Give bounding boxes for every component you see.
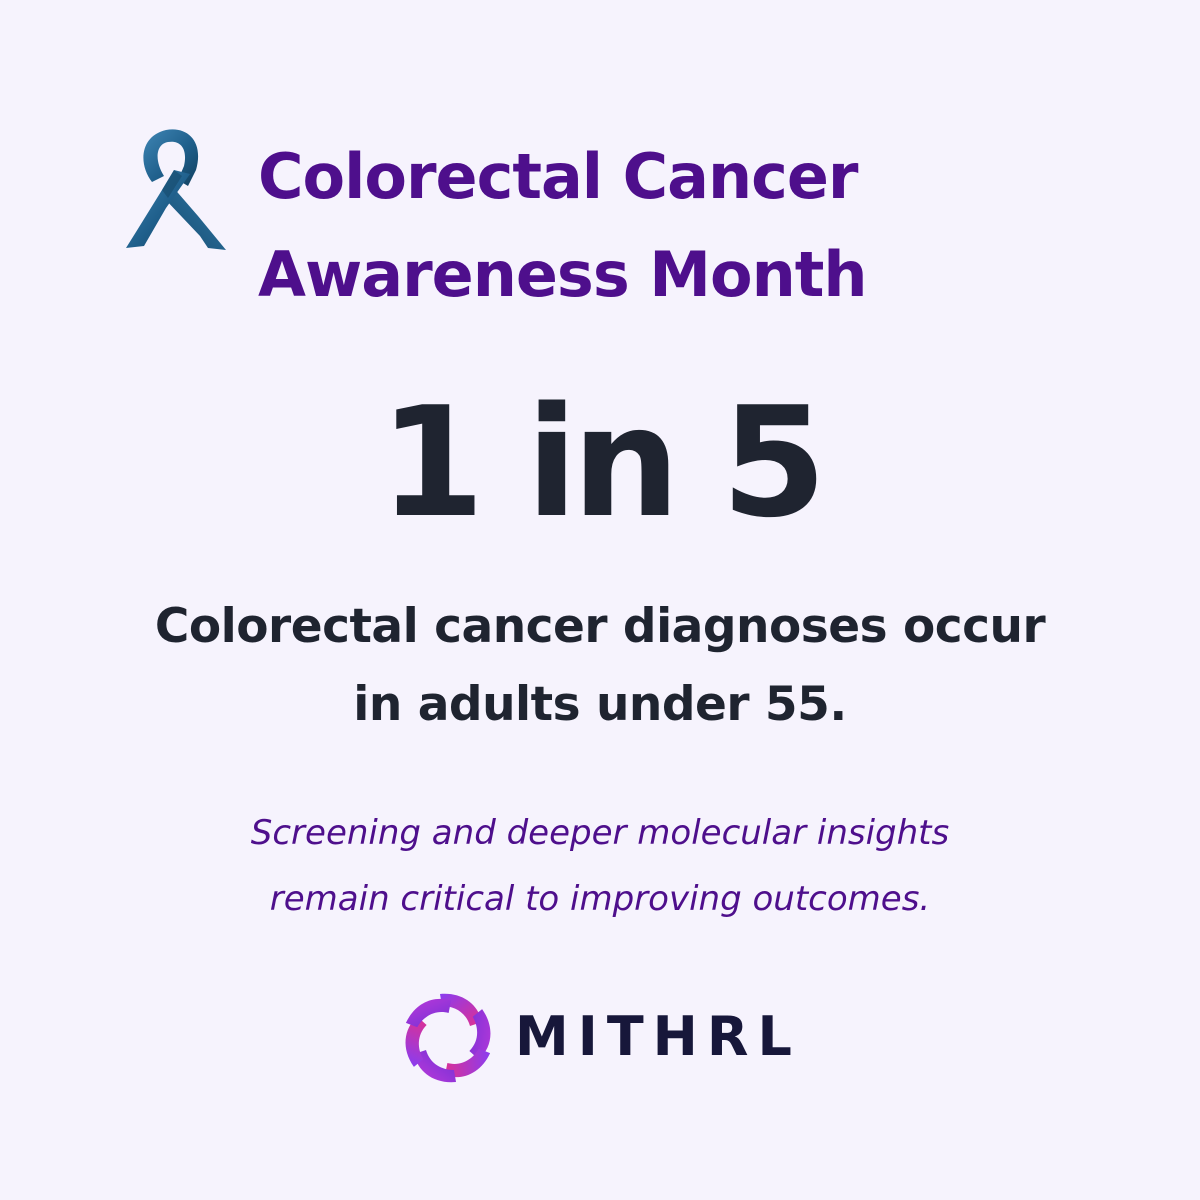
supporting-note: Screening and deeper molecular insights … bbox=[0, 800, 1200, 932]
statistic-description: Colorectal cancer diagnoses occur in adu… bbox=[0, 588, 1200, 744]
page-title: Colorectal Cancer Awareness Month bbox=[258, 128, 1018, 324]
title-line-2: Awareness Month bbox=[258, 238, 868, 311]
statistic-value: 1 in 5 bbox=[379, 374, 827, 551]
note-line-1: Screening and deeper molecular insights bbox=[250, 813, 950, 853]
title-line-1: Colorectal Cancer bbox=[258, 140, 859, 213]
description-line-2: in adults under 55. bbox=[353, 677, 847, 732]
description-line-1: Colorectal cancer diagnoses occur bbox=[154, 599, 1046, 654]
brand-name: MITHRL bbox=[515, 1005, 801, 1068]
note-line-2: remain critical to improving outcomes. bbox=[269, 879, 931, 919]
awareness-ribbon-icon bbox=[126, 129, 226, 250]
mithrl-logo-icon bbox=[405, 993, 491, 1083]
